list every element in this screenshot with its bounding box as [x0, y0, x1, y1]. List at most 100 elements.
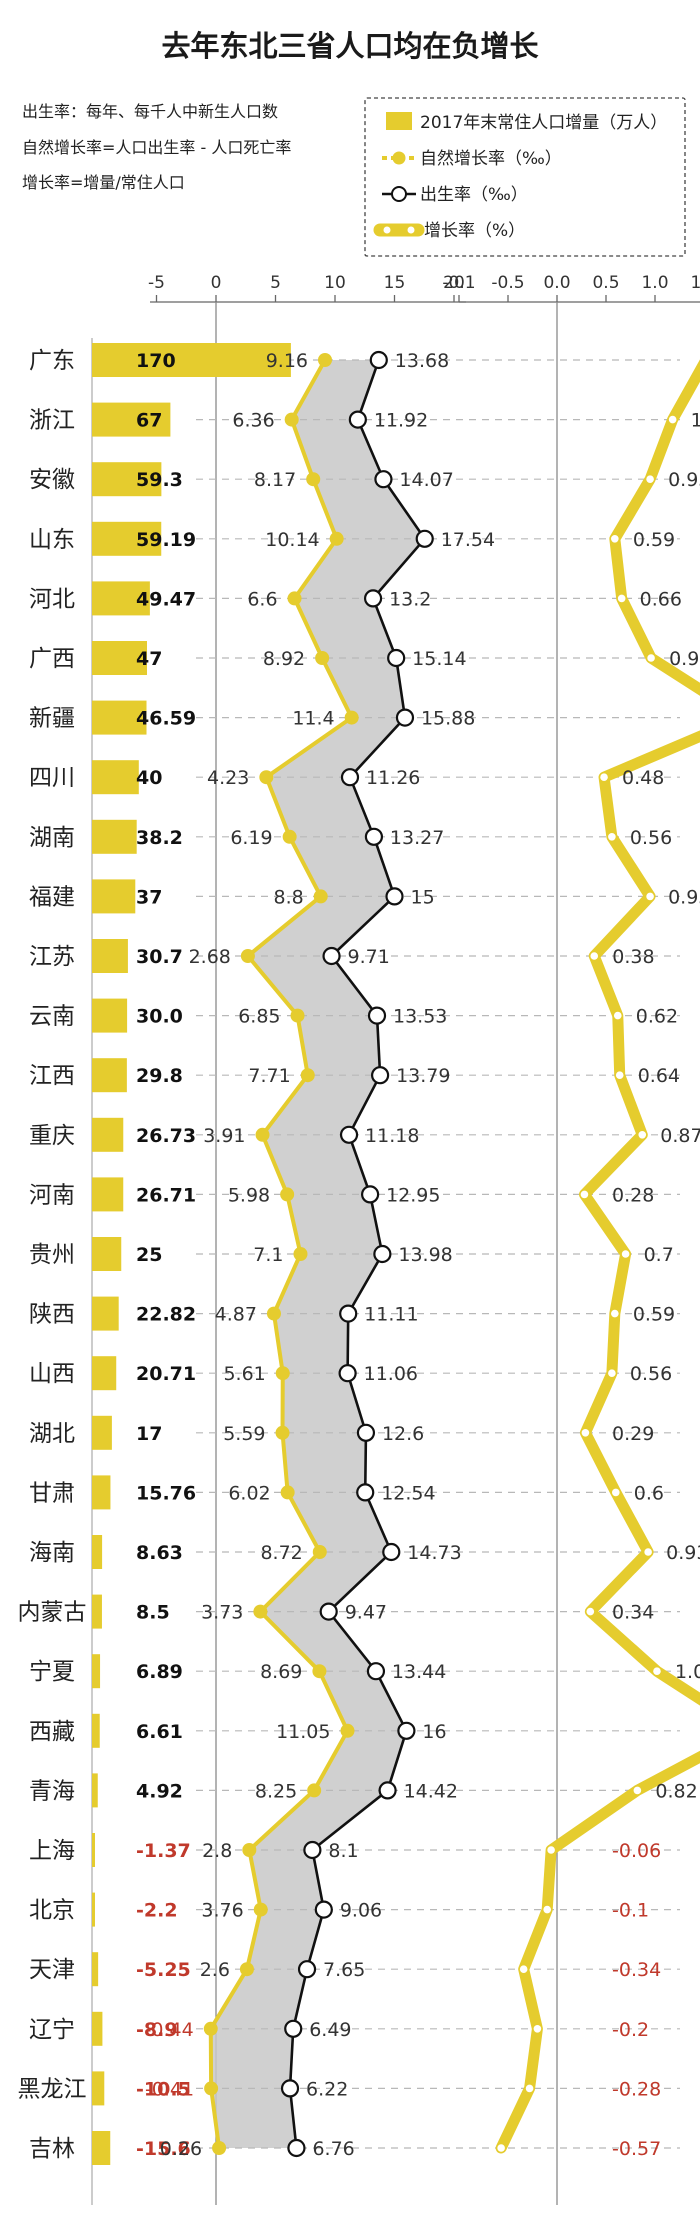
natural-value-label: 8.92: [263, 648, 305, 670]
natural-value-label: 9.16: [266, 350, 308, 372]
increment-bar: [92, 641, 147, 675]
growth-axis-tick-label: 0.0: [543, 273, 570, 293]
increment-bar: [92, 2131, 111, 2165]
birth-value-label: 15.14: [412, 648, 466, 670]
province-label: 西藏: [29, 1719, 75, 1745]
natural-point: [275, 1366, 290, 1381]
increment-bar: [92, 1356, 117, 1391]
increment-bar: [92, 581, 150, 616]
increment-label: -10.5: [136, 2078, 191, 2100]
growth-axis-tick-label: 1.0: [641, 273, 668, 293]
row-11: 云南 30.0: [29, 998, 680, 1033]
increment-label: 30.0: [136, 1006, 183, 1028]
row-19: 甘肃 15.76: [29, 1475, 680, 1510]
growth-value-label: -0.1: [612, 1900, 649, 1922]
row-3: 山东 59.19: [29, 521, 680, 556]
natural-point: [253, 1604, 268, 1619]
natural-value-label: 6.19: [230, 827, 272, 849]
increment-label: 17: [136, 1423, 162, 1445]
birth-point: [338, 1364, 357, 1383]
province-label: 宁夏: [29, 1659, 75, 1685]
natural-point: [266, 1306, 281, 1321]
increment-bar: [92, 1237, 122, 1271]
birth-point: [348, 410, 367, 429]
increment-label: 47: [136, 648, 162, 670]
birth-value-label: 13.27: [390, 827, 444, 849]
province-label: 河南: [29, 1182, 75, 1208]
increment-label: 38.2: [136, 827, 183, 849]
growth-point: [519, 1965, 528, 1973]
birth-value-label: 9.71: [348, 946, 390, 968]
row-0: 广东 170: [29, 343, 680, 377]
birth-value-label: 6.76: [312, 2138, 354, 2160]
series-natural: 9.16 6.36 8.17 10.14 6.6 8.92 11.4 4.23 6.19 8.8 2…: [145, 350, 359, 2160]
row-13: 重庆 26.73: [29, 1117, 680, 1152]
birth-point: [415, 529, 434, 548]
growth-value-label: -0.34: [612, 1959, 661, 1981]
growth-value-label: 0.96: [669, 648, 700, 670]
increment-label: 8.63: [136, 1542, 183, 1564]
legend: 2017年末常住人口增量（万人） 自然增长率（‰） 出生率（‰） 增长率（%）: [364, 97, 686, 257]
birth-value-label: 17.54: [441, 529, 495, 551]
growth-point: [581, 1429, 590, 1437]
birth-value-label: 15: [411, 886, 435, 908]
increment-label: 40: [136, 767, 162, 789]
growth-point: [621, 1250, 630, 1258]
growth-point: [525, 2084, 534, 2093]
growth-point: [600, 773, 608, 781]
row-25: 上海 -1.37: [29, 1833, 680, 1867]
legend-growth-marker-left: [383, 226, 391, 234]
increment-label: -15.6: [136, 2138, 191, 2160]
increment-label: 6.89: [136, 1661, 183, 1683]
natural-value-label: 2.8: [202, 1840, 232, 1862]
natural-value-label: 8.17: [254, 469, 296, 491]
increment-label: 22.82: [136, 1304, 196, 1326]
natural-value-label: 11.05: [276, 1721, 330, 1743]
increment-label: 59.19: [136, 529, 196, 551]
natural-value-label: 8.72: [260, 1542, 302, 1564]
growth-point: [646, 892, 654, 901]
increment-label: 6.61: [136, 1721, 183, 1743]
increment-bar: [92, 939, 128, 973]
birth-value-label: 11.11: [364, 1304, 418, 1326]
birth-point: [287, 2138, 306, 2158]
legend-natural-marker: [392, 151, 406, 165]
note-natural-rate: 自然增长率=人口出生率 - 人口死亡率: [22, 138, 291, 157]
birth-value-label: 8.1: [328, 1840, 358, 1862]
increment-bar: [92, 1296, 119, 1331]
natural-point: [312, 1545, 327, 1559]
increment-label: 4.92: [136, 1780, 183, 1802]
growth-point: [608, 833, 616, 841]
growth-value-label: 0.56: [630, 1363, 672, 1385]
growth-point: [612, 1488, 620, 1497]
growth-value-label: 1.02: [675, 1661, 700, 1683]
growth-point: [611, 535, 619, 543]
birth-value-label: 13.98: [398, 1244, 452, 1266]
birth-value-label: 13.53: [393, 1006, 447, 1028]
growth-point: [653, 1667, 661, 1675]
growth-point: [586, 1607, 595, 1616]
natural-value-label: -0.44: [145, 2019, 194, 2041]
birth-point: [340, 768, 360, 787]
increment-bar: [92, 1833, 95, 1867]
series-growth: 1.521.180.950.590.660.961.910.480.560.95…: [495, 359, 700, 2160]
birth-point: [284, 2019, 303, 2038]
natural-point: [315, 651, 330, 665]
row-27: 天津 -5.25: [29, 1952, 680, 1987]
row-29: 黑龙江 -10.5: [18, 2071, 680, 2106]
natural-value-label: 5.98: [228, 1184, 270, 1206]
birth-value-label: 13.79: [396, 1065, 450, 1087]
natural-point: [204, 2081, 219, 2096]
growth-value-label: 0.66: [640, 588, 682, 610]
growth-value-label: -0.28: [612, 2078, 661, 2100]
increment-bar: [92, 819, 137, 854]
growth-point: [633, 1786, 642, 1795]
natural-point: [242, 1843, 257, 1857]
increment-bar: [92, 462, 162, 497]
province-label: 新疆: [29, 706, 75, 732]
row-6: 新疆 46.59: [29, 700, 680, 735]
province-label: 上海: [29, 1838, 75, 1864]
rate-axis-tick-label: 20: [443, 273, 465, 293]
